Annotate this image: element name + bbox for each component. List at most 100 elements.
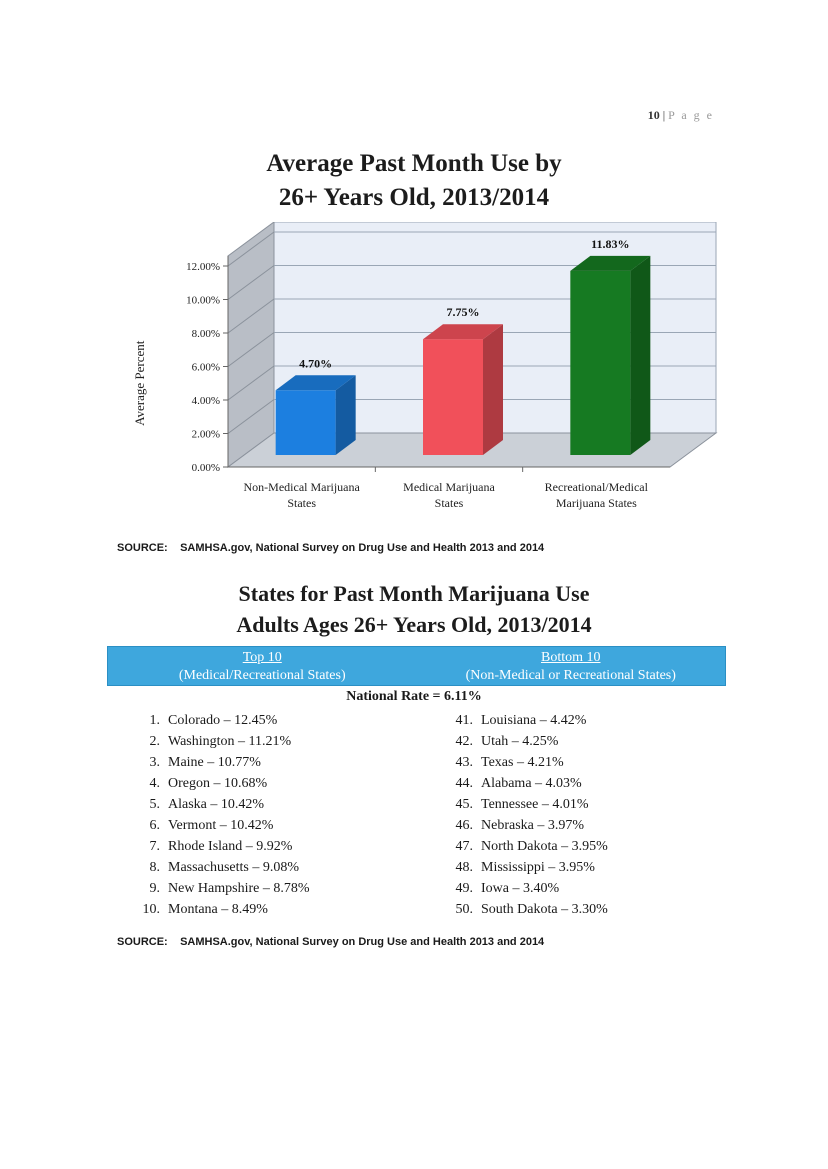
x-tick-label-line: States xyxy=(435,496,464,510)
rank-number: 44. xyxy=(455,776,474,791)
rank-number: 9. xyxy=(149,881,161,896)
rank-text: Mississippi – 3.95% xyxy=(481,860,595,875)
rank-number: 41. xyxy=(455,713,474,728)
chart-source-label: SOURCE: xyxy=(117,542,168,554)
page-number: 10 | P a g e xyxy=(648,108,714,123)
rank-text: Massachusetts – 9.08% xyxy=(168,860,300,875)
bar-value-label: 7.75% xyxy=(447,305,480,319)
list-item: 47. North Dakota – 3.95% xyxy=(449,836,608,857)
gridline-side xyxy=(227,332,275,367)
rank-number: 45. xyxy=(455,797,474,812)
table-source-label: SOURCE: xyxy=(117,936,168,948)
bar-top xyxy=(570,255,651,271)
rank-text: Rhode Island – 9.92% xyxy=(168,839,293,854)
rank-text: South Dakota – 3.30% xyxy=(481,902,608,917)
y-tick-label: 4.00% xyxy=(192,395,220,407)
rank-text: Oregon – 10.68% xyxy=(168,776,268,791)
rank-text: Louisiana – 4.42% xyxy=(481,713,587,728)
gridline-side xyxy=(227,231,275,267)
top10-header-subtitle: (Medical/Recreational States) xyxy=(178,668,346,683)
x-tick-label-line: Recreational/Medical xyxy=(545,480,649,494)
states-title: States for Past Month Marijuana Use Adul… xyxy=(0,578,828,640)
rank-number: 2. xyxy=(149,734,161,749)
rank-number: 47. xyxy=(455,839,474,854)
rank-text: Maine – 10.77% xyxy=(168,755,261,770)
rank-table-header: Top 10 (Medical/Recreational States) Bot… xyxy=(107,646,726,686)
page-number-value: 10 xyxy=(647,108,660,122)
rank-text: Texas – 4.21% xyxy=(481,755,564,770)
bar-top xyxy=(275,375,356,391)
states-title-line-1: States for Past Month Marijuana Use xyxy=(238,581,590,606)
bottom10-header-subtitle: (Non-Medical or Recreational States) xyxy=(465,668,676,683)
list-item: 3. Maine – 10.77% xyxy=(136,752,310,773)
rank-number: 1. xyxy=(149,713,161,728)
list-item: 8. Massachusetts – 9.08% xyxy=(136,857,310,878)
y-tick-label: 12.00% xyxy=(186,261,220,273)
table-source: SOURCE: SAMHSA.gov, National Survey on D… xyxy=(117,936,544,948)
bar-value-label: 4.70% xyxy=(299,356,332,370)
list-item: 9. New Hampshire – 8.78% xyxy=(136,878,310,899)
rank-text: Vermont – 10.42% xyxy=(168,818,274,833)
y-tick-label: 10.00% xyxy=(186,295,220,307)
chart-side-wall xyxy=(227,222,275,468)
chart-source-text: SAMHSA.gov, National Survey on Drug Use … xyxy=(180,542,545,554)
rank-number: 3. xyxy=(149,755,161,770)
list-item: 46. Nebraska – 3.97% xyxy=(449,815,608,836)
rank-number: 50. xyxy=(455,902,474,917)
rank-number: 10. xyxy=(142,902,161,917)
bar-side xyxy=(630,255,651,455)
x-tick-label: Medical Marijuana States xyxy=(403,480,495,510)
x-tick-label: Recreational/Medical Marijuana States xyxy=(545,480,649,510)
x-tick-label-line: Marijuana States xyxy=(556,496,637,510)
bar xyxy=(423,324,503,455)
list-item: 45. Tennessee – 4.01% xyxy=(449,794,608,815)
rank-number: 46. xyxy=(455,818,474,833)
page-number-separator: | xyxy=(662,108,666,122)
bar-side xyxy=(335,375,356,455)
x-tick-label-line: Medical Marijuana xyxy=(403,480,495,494)
list-item: 6. Vermont – 10.42% xyxy=(136,815,310,836)
y-tick-label: 6.00% xyxy=(192,362,220,374)
x-tick-label: Non-Medical Marijuana States xyxy=(244,480,361,510)
rank-number: 42. xyxy=(455,734,474,749)
list-item: 49. Iowa – 3.40% xyxy=(449,878,608,899)
rank-text: New Hampshire – 8.78% xyxy=(168,881,310,896)
y-tick-label: 2.00% xyxy=(192,429,220,441)
list-item: 1. Colorado – 12.45% xyxy=(136,710,310,731)
bar-top xyxy=(423,324,503,340)
gridline-side xyxy=(227,298,275,334)
rank-text: Alabama – 4.03% xyxy=(481,776,582,791)
list-item: 48. Mississippi – 3.95% xyxy=(449,857,608,878)
top10-header-title: Top 10 xyxy=(242,650,282,665)
rank-number: 43. xyxy=(455,755,474,770)
top10-header: Top 10 (Medical/Recreational States) xyxy=(108,647,417,685)
chart-title: Average Past Month Use by 26+ Years Old,… xyxy=(0,147,828,215)
bottom10-header: Bottom 10 (Non-Medical or Recreational S… xyxy=(417,647,726,685)
rank-text: Tennessee – 4.01% xyxy=(481,797,589,812)
list-item: 7. Rhode Island – 9.92% xyxy=(136,836,310,857)
bar-front xyxy=(275,390,336,455)
rank-text: Utah – 4.25% xyxy=(481,734,559,749)
bar-front xyxy=(570,270,631,455)
table-source-text: SAMHSA.gov, National Survey on Drug Use … xyxy=(180,936,545,948)
rank-number: 48. xyxy=(455,860,474,875)
list-item: 4. Oregon – 10.68% xyxy=(136,773,310,794)
gridline-side xyxy=(227,365,275,401)
chart-title-line-2: 26+ Years Old, 2013/2014 xyxy=(278,184,550,211)
top10-list: 1. Colorado – 12.45% 2. Washington – 11.21… xyxy=(136,710,310,920)
rank-text: Alaska – 10.42% xyxy=(168,797,265,812)
bar-front xyxy=(423,339,483,455)
rank-text: Iowa – 3.40% xyxy=(481,881,560,896)
list-item: 10. Montana – 8.49% xyxy=(136,899,310,920)
chart-source: SOURCE: SAMHSA.gov, National Survey on D… xyxy=(117,542,544,554)
bar xyxy=(275,375,356,455)
gridline-side xyxy=(227,265,275,300)
bar-chart: 0.00% 2.00% 4.00% 6.00% 8.00% 10.00% 12.00% Ave… xyxy=(132,222,718,510)
list-item: 41. Louisiana – 4.42% xyxy=(449,710,608,731)
rank-text: Montana – 8.49% xyxy=(168,902,268,917)
page-number-label: P a g e xyxy=(668,108,714,122)
list-item: 43. Texas – 4.21% xyxy=(449,752,608,773)
bar-side xyxy=(483,324,503,455)
national-rate: National Rate = 6.11% xyxy=(346,689,482,704)
rank-number: 4. xyxy=(149,776,161,791)
